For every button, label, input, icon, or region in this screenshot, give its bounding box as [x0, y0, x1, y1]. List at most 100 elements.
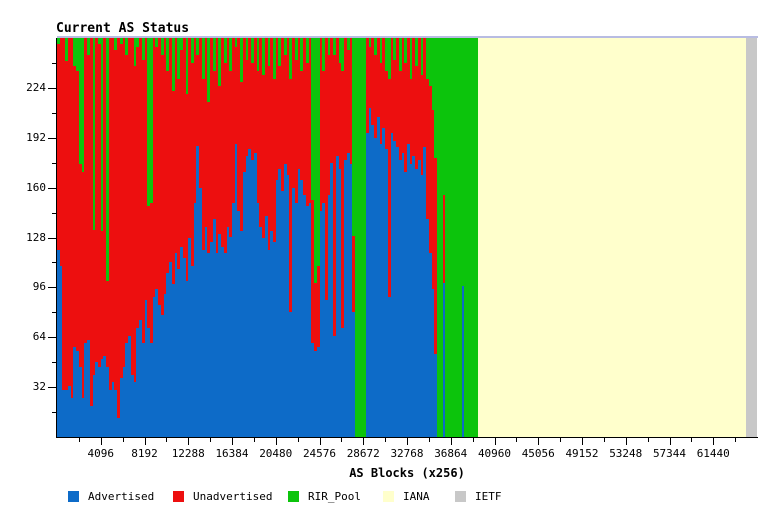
stacked-bar-column — [95, 38, 99, 437]
segment-advertised — [262, 237, 265, 437]
stacked-bar-column — [718, 38, 722, 437]
segment-unadvertised — [393, 59, 397, 141]
segment-unadvertised — [398, 70, 402, 160]
segment-iana — [658, 38, 662, 437]
segment-unadvertised — [314, 282, 317, 352]
segment-unadvertised — [374, 55, 377, 138]
segment-advertised — [122, 366, 126, 437]
segment-advertised — [237, 211, 241, 437]
segment-unadvertised — [341, 70, 345, 328]
segment-advertised — [387, 296, 391, 437]
y-tick-label: 192 — [26, 130, 46, 144]
segment-unadvertised — [223, 62, 227, 254]
stacked-bar-column — [62, 38, 66, 437]
stacked-bar-column — [278, 38, 282, 437]
stacked-bar-column — [81, 38, 85, 437]
stacked-bar-column — [508, 38, 511, 437]
x-minor-tick — [472, 438, 474, 442]
segment-iana — [489, 38, 492, 437]
stacked-bar-column — [582, 38, 585, 437]
segment-rir-pool — [190, 38, 194, 63]
segment-unadvertised — [232, 38, 235, 204]
segment-iana — [568, 38, 572, 437]
segment-rir-pool — [314, 38, 317, 283]
segment-unadvertised — [415, 66, 418, 169]
segment-advertised — [207, 253, 211, 437]
stacked-bar-column — [144, 38, 148, 437]
segment-unadvertised — [251, 62, 254, 160]
stacked-bar-column — [185, 38, 189, 437]
segment-advertised — [292, 187, 295, 437]
x-major-tick — [582, 438, 583, 445]
segment-unadvertised — [152, 38, 156, 297]
segment-rir-pool — [316, 38, 320, 266]
segment-advertised — [106, 366, 109, 437]
segment-iana — [505, 38, 509, 437]
y-minor-tick — [52, 412, 57, 414]
segment-unadvertised — [349, 38, 353, 165]
stacked-bar-column — [601, 38, 604, 437]
segment-iana — [530, 38, 533, 437]
stacked-bar-column — [84, 38, 88, 437]
stacked-bar-column — [210, 38, 213, 437]
x-tick-label: 28672 — [346, 447, 380, 460]
stacked-bar-column — [130, 38, 134, 437]
stacked-bar-column — [674, 38, 678, 437]
segment-rir-pool — [177, 38, 181, 79]
segment-iana — [513, 38, 517, 437]
segment-iana — [546, 38, 550, 437]
segment-unadvertised — [84, 38, 88, 344]
segment-advertised — [428, 253, 432, 437]
segment-iana — [483, 38, 487, 437]
stacked-bar-column — [748, 38, 752, 437]
stacked-bar-column — [169, 38, 172, 437]
stacked-bar-column — [344, 38, 347, 437]
stacked-bar-column — [494, 38, 498, 437]
segment-advertised — [199, 187, 202, 437]
segment-unadvertised — [264, 38, 268, 216]
segment-iana — [729, 38, 733, 437]
stacked-bar-column — [160, 38, 164, 437]
segment-unadvertised — [303, 38, 306, 196]
advertised-swatch-icon — [68, 491, 79, 502]
segment-unadvertised — [95, 38, 99, 363]
segment-iana — [694, 38, 697, 437]
stacked-bar-column — [232, 38, 235, 437]
stacked-bar-column — [519, 38, 522, 437]
stacked-bar-column — [499, 38, 503, 437]
stacked-bar-column — [565, 38, 569, 437]
x-minor-tick — [341, 438, 343, 442]
stacked-bar-column — [300, 38, 304, 437]
segment-rir-pool — [393, 38, 397, 60]
segment-unadvertised — [365, 38, 369, 134]
segment-advertised — [234, 143, 238, 437]
segment-advertised — [398, 159, 402, 437]
segment-iana — [502, 38, 506, 437]
segment-unadvertised — [108, 38, 112, 391]
segment-advertised — [341, 327, 345, 437]
segment-ietf — [746, 38, 749, 437]
segment-iana — [743, 38, 747, 437]
segment-advertised — [133, 382, 137, 437]
segment-advertised — [65, 390, 68, 437]
x-major-tick — [625, 438, 627, 445]
stacked-bar-column — [464, 38, 468, 437]
stacked-bar-column — [683, 38, 686, 437]
segment-rir-pool — [65, 38, 68, 62]
stacked-bar-column — [190, 38, 194, 437]
segment-iana — [710, 38, 714, 437]
y-minor-tick — [52, 212, 57, 214]
segment-unadvertised — [275, 38, 279, 180]
segment-unadvertised — [100, 231, 104, 360]
segment-unadvertised — [382, 38, 386, 129]
segment-advertised — [426, 218, 429, 437]
x-tick-label: 4096 — [87, 447, 115, 460]
segment-rir-pool — [398, 38, 402, 71]
stacked-bar-column — [171, 38, 175, 437]
stacked-bar-column — [248, 38, 252, 437]
segment-advertised — [92, 374, 96, 437]
segment-iana — [617, 38, 621, 437]
segment-iana — [519, 38, 522, 437]
x-tick-label: 16384 — [215, 447, 249, 460]
